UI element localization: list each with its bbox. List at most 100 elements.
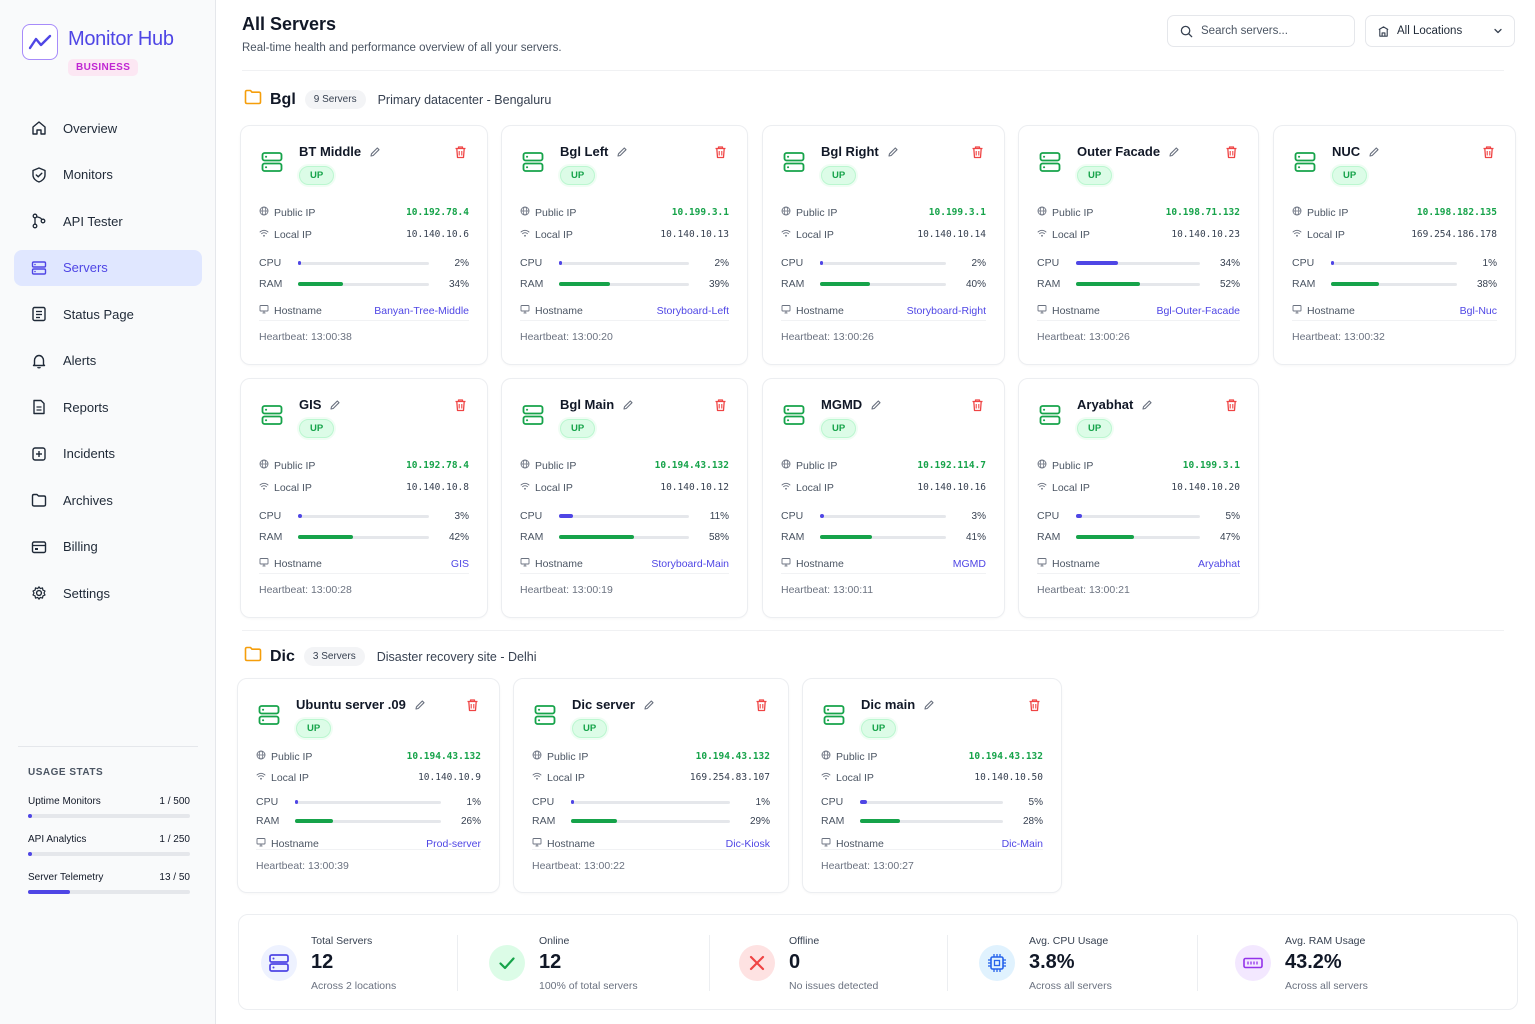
edit-icon[interactable] (643, 699, 655, 711)
sidebar-item-incidents[interactable]: Incidents (14, 436, 202, 472)
server-card[interactable]: Bgl Main UP Public IP 10.194.43.132 Local… (501, 378, 748, 618)
server-card[interactable]: BT Middle UP Public IP 10.192.78.4 Local … (240, 125, 488, 365)
monitor-icon (259, 557, 274, 570)
server-icon (783, 151, 805, 178)
edit-icon[interactable] (1368, 146, 1380, 158)
edit-icon[interactable] (616, 146, 628, 158)
edit-icon[interactable] (622, 399, 634, 411)
server-card[interactable]: MGMD UP Public IP 10.192.114.7 Local IP 10… (762, 378, 1005, 618)
sidebar-item-servers[interactable]: Servers (14, 249, 202, 286)
ram-percent: 40% (965, 278, 986, 290)
edit-icon[interactable] (1141, 399, 1153, 411)
hostname-value: Dic-Kiosk (725, 837, 770, 850)
server-card[interactable]: NUC UP Public IP 10.198.182.135 Local IP 1… (1273, 125, 1516, 365)
heartbeat-time: 13:00:26 (1088, 331, 1130, 343)
local-ip-value: 10.140.10.20 (1171, 482, 1240, 493)
check-icon (489, 945, 525, 981)
sidebar-item-reports[interactable]: Reports (14, 389, 202, 425)
summary-bar: Total Servers 12 Across 2 locations Onli… (238, 914, 1518, 1010)
local-ip-value: 10.140.10.13 (660, 229, 729, 240)
heartbeat-time: 13:00:38 (310, 331, 352, 343)
edit-icon[interactable] (887, 146, 899, 158)
summary-stat-label: Offline (789, 935, 820, 947)
public-ip-label: Public IP (256, 750, 312, 763)
server-card[interactable]: GIS UP Public IP 10.192.78.4 Local IP 10.1… (240, 378, 488, 618)
sidebar-item-api-tester[interactable]: API Tester (14, 203, 202, 239)
summary-stat-label: Avg. CPU Usage (1029, 935, 1109, 947)
sidebar-item-monitors[interactable]: Monitors (14, 157, 202, 193)
shield-check-icon (30, 166, 48, 184)
server-card[interactable]: Dic main UP Public IP 10.194.43.132 Local… (802, 678, 1062, 893)
hostname-value: Aryabhat (1197, 557, 1240, 570)
status-badge: UP (1332, 166, 1368, 185)
ram-bar (559, 535, 689, 539)
cpu-percent: 1% (755, 796, 770, 808)
sidebar-item-overview[interactable]: Overview (14, 110, 202, 146)
cpu-percent: 5% (1028, 796, 1043, 808)
server-card[interactable]: Aryabhat UP Public IP 10.199.3.1 Local IP… (1018, 378, 1259, 618)
ram-bar-fill (820, 282, 871, 286)
delete-icon[interactable] (1028, 698, 1041, 717)
delete-icon[interactable] (1225, 398, 1238, 417)
cpu-label: CPU (821, 796, 844, 808)
cpu-percent: 2% (971, 257, 986, 269)
edit-icon[interactable] (870, 399, 882, 411)
server-card[interactable]: Outer Facade UP Public IP 10.198.71.132 L… (1018, 125, 1259, 365)
public-ip-label: Public IP (1037, 459, 1093, 472)
local-ip-value: 10.140.10.6 (406, 229, 469, 240)
monitor-icon (781, 304, 796, 317)
server-card[interactable]: Bgl Right UP Public IP 10.199.3.1 Local I… (762, 125, 1005, 365)
globe-icon (520, 459, 535, 472)
summary-stat-subtext: Across all servers (1029, 980, 1112, 992)
cpu-bar-fill (298, 261, 301, 265)
edit-icon[interactable] (1168, 146, 1180, 158)
edit-icon[interactable] (329, 399, 341, 411)
cpu-percent: 5% (1225, 510, 1240, 522)
summary-stat-value: 0 (789, 951, 801, 973)
heartbeat: Heartbeat: 13:00:28 (259, 573, 469, 596)
sidebar-item-billing[interactable]: Billing (14, 529, 202, 565)
brand[interactable]: Monitor Hub BUSINESS (22, 24, 174, 76)
cpu-bar (559, 514, 689, 518)
local-ip-value: 10.140.10.23 (1171, 229, 1240, 240)
hostname-label: Hostname (256, 837, 319, 850)
delete-icon[interactable] (971, 398, 984, 417)
search-input[interactable] (1201, 25, 1351, 37)
search-icon (1180, 25, 1193, 37)
delete-icon[interactable] (971, 145, 984, 164)
public-ip-label: Public IP (781, 459, 837, 472)
sidebar-item-settings[interactable]: Settings (14, 575, 202, 611)
cpu-bar-fill (860, 800, 868, 804)
delete-icon[interactable] (1482, 145, 1495, 164)
sidebar-item-archives[interactable]: Archives (14, 482, 202, 518)
hostname-value: Dic-Main (1001, 837, 1043, 850)
delete-icon[interactable] (466, 698, 479, 717)
summary-stat-value: 3.8% (1029, 951, 1075, 973)
ram-percent: 38% (1476, 278, 1497, 290)
delete-icon[interactable] (1225, 145, 1238, 164)
delete-icon[interactable] (714, 398, 727, 417)
edit-icon[interactable] (369, 146, 381, 158)
search-box[interactable] (1167, 15, 1355, 47)
server-card[interactable]: Bgl Left UP Public IP 10.199.3.1 Local IP… (501, 125, 748, 365)
public-ip-value: 10.194.43.132 (968, 751, 1043, 762)
location-filter[interactable]: All Locations (1365, 15, 1515, 47)
server-card[interactable]: Ubuntu server .09 UP Public IP 10.194.43.… (237, 678, 500, 893)
ram-bar-fill (559, 282, 610, 286)
public-ip-label: Public IP (520, 206, 576, 219)
server-name: Bgl Right (821, 144, 879, 159)
delete-icon[interactable] (755, 698, 768, 717)
server-card[interactable]: Dic server UP Public IP 10.194.43.132 Loc… (513, 678, 789, 893)
ram-bar-fill (1076, 282, 1141, 286)
delete-icon[interactable] (454, 398, 467, 417)
home-icon (30, 119, 48, 137)
edit-icon[interactable] (923, 699, 935, 711)
public-ip-value: 10.198.182.135 (1416, 207, 1497, 218)
delete-icon[interactable] (454, 145, 467, 164)
cpu-label: CPU (259, 257, 282, 269)
sidebar-item-status-page[interactable]: Status Page (14, 296, 202, 332)
summary-stat-value: 12 (311, 951, 334, 973)
sidebar-item-alerts[interactable]: Alerts (14, 343, 202, 379)
edit-icon[interactable] (414, 699, 426, 711)
delete-icon[interactable] (714, 145, 727, 164)
